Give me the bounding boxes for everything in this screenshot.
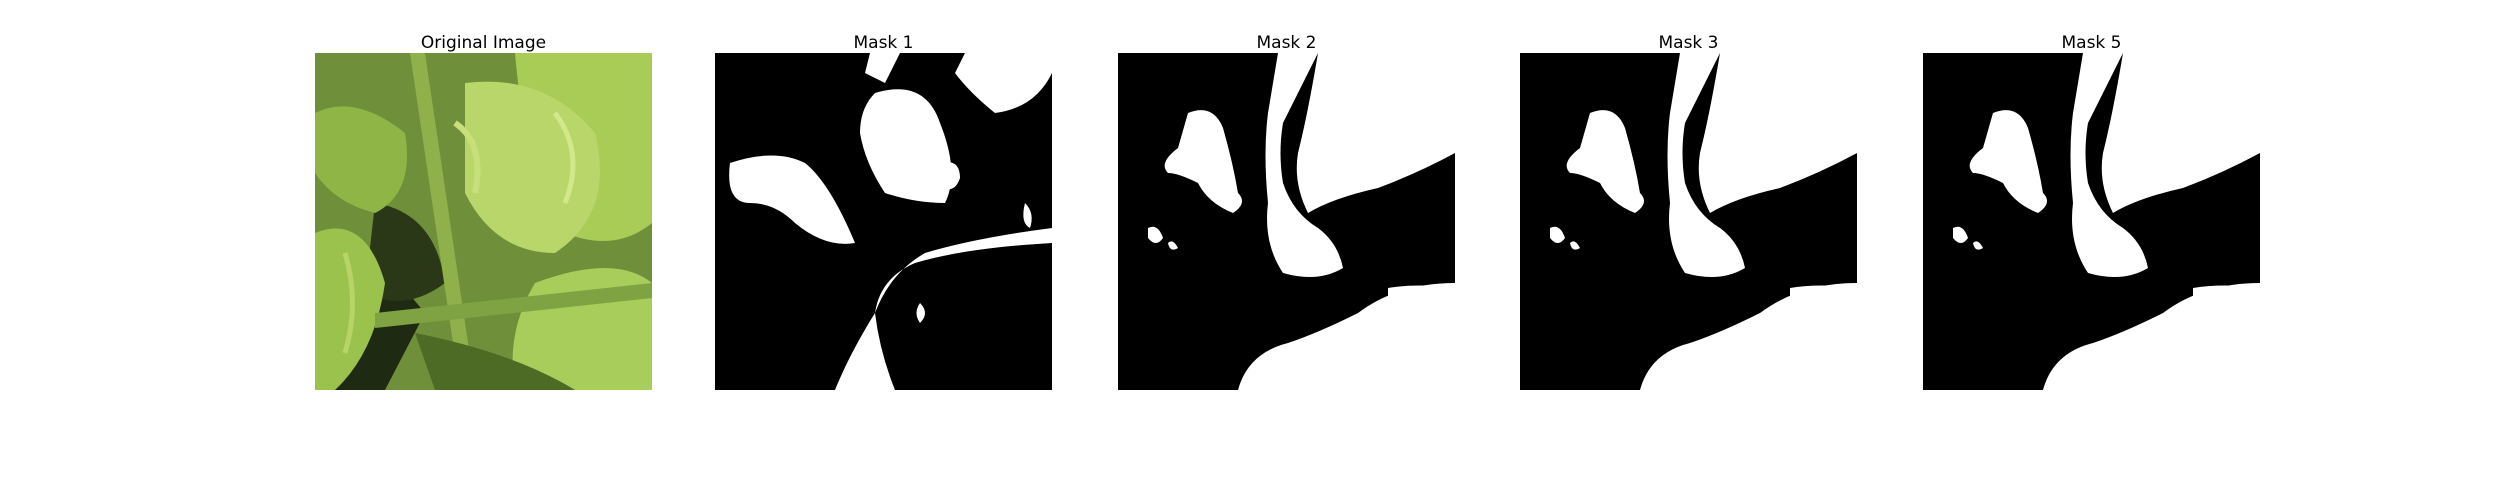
- panel-mask-1: Mask 1: [715, 33, 1052, 390]
- mask-3-image: [1520, 53, 1857, 390]
- panel-title: Mask 2: [1256, 33, 1317, 53]
- panel-title: Original Image: [420, 33, 547, 53]
- mask-5-image: [1923, 53, 2260, 390]
- panel-title: Mask 3: [1658, 33, 1719, 53]
- panel-mask-2: Mask 2: [1118, 33, 1455, 390]
- panel-title: Mask 5: [2061, 33, 2122, 53]
- panel-original-image: Original Image: [315, 33, 652, 390]
- panel-title: Mask 1: [853, 33, 914, 53]
- mask-2-image: [1118, 53, 1455, 390]
- panel-mask-5: Mask 5: [1923, 33, 2260, 390]
- mask-1-image: [715, 53, 1052, 390]
- panel-mask-3: Mask 3: [1520, 33, 1857, 390]
- original-image: [315, 53, 652, 390]
